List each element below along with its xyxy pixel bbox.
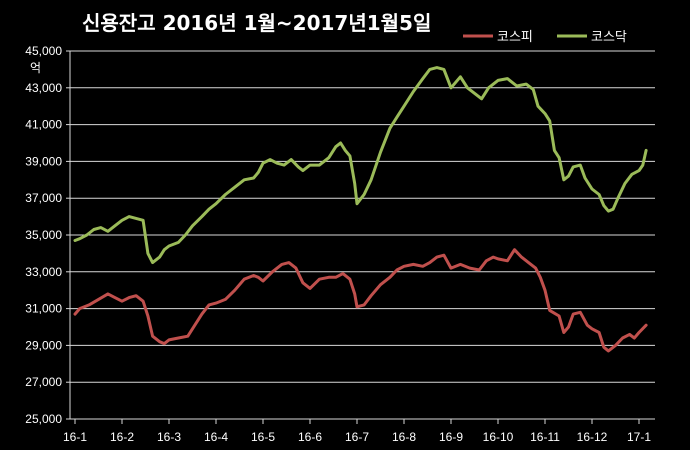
y-axis-ticks: 25,000 27,000 29,000 31,000 33,000 35,000 37,0… bbox=[25, 44, 70, 426]
y-tick-label: 39,000 bbox=[25, 154, 62, 168]
y-axis-unit: 억 bbox=[30, 61, 41, 75]
x-tick-label: 16-11 bbox=[530, 430, 560, 444]
y-tick-label: 25,000 bbox=[25, 412, 62, 426]
x-tick-label: 16-12 bbox=[577, 430, 608, 444]
legend-item: 코스닥 bbox=[557, 30, 627, 45]
x-tick-label: 16-2 bbox=[110, 430, 134, 444]
y-tick-label: 27,000 bbox=[25, 375, 62, 389]
y-tick-label: 43,000 bbox=[25, 81, 62, 95]
y-tick-label: 41,000 bbox=[25, 118, 62, 132]
x-tick-label: 16-5 bbox=[251, 430, 275, 444]
x-tick-label: 16-3 bbox=[157, 430, 181, 444]
y-tick-label: 37,000 bbox=[25, 191, 62, 205]
x-tick-label: 16-4 bbox=[204, 430, 228, 444]
series-line-1 bbox=[73, 248, 648, 353]
x-axis-ticks: 16-1 16-2 16-3 16-4 16-5 16-6 16-7 16-8 16-9 16-1… bbox=[63, 419, 651, 444]
y-tick-label: 31,000 bbox=[25, 302, 62, 316]
y-tick-label: 33,000 bbox=[25, 265, 62, 279]
x-tick-label: 17-1 bbox=[627, 430, 651, 444]
x-tick-label: 16-8 bbox=[392, 430, 416, 444]
y-tick-label: 35,000 bbox=[25, 228, 62, 242]
y-tick-label: 45,000 bbox=[25, 44, 62, 58]
x-tick-label: 16-9 bbox=[439, 430, 463, 444]
y-tick-label: 29,000 bbox=[25, 338, 62, 352]
legend-label: 코스닥 bbox=[591, 30, 627, 45]
chart-title: 신용잔고 2016년 1월~2017년1월5일 bbox=[82, 11, 431, 35]
x-tick-label: 16-10 bbox=[483, 430, 514, 444]
x-tick-label: 16-7 bbox=[345, 430, 369, 444]
legend-item: 코스피 bbox=[463, 30, 533, 45]
series-line-2 bbox=[73, 66, 648, 265]
x-tick-label: 16-1 bbox=[63, 430, 87, 444]
grid-lines bbox=[69, 50, 655, 420]
legend: 코스피 코스닥 bbox=[463, 30, 627, 45]
legend-label: 코스피 bbox=[497, 30, 533, 45]
x-tick-label: 16-6 bbox=[298, 430, 322, 444]
series-lines bbox=[73, 66, 648, 353]
